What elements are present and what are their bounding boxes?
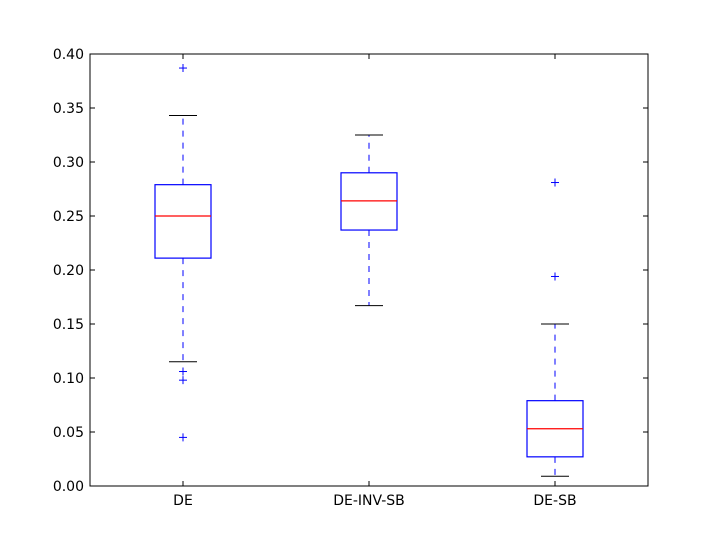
x-tick-label: DE (173, 493, 193, 509)
x-tick-label: DE-SB (533, 493, 576, 509)
x-tick-label: DE-INV-SB (333, 493, 405, 509)
box-group-de-inv-sb (340, 134, 398, 307)
iqr-box (154, 184, 212, 259)
box-group-de (154, 64, 212, 442)
outlier-marker (179, 64, 187, 73)
y-tick-label: 0.00 (53, 479, 84, 495)
outlier-marker (551, 178, 559, 187)
box-group-de-sb (526, 178, 584, 477)
outlier-marker (179, 433, 187, 442)
outlier-marker (179, 367, 187, 376)
outlier-marker (179, 376, 187, 385)
y-axis: 0.00 0.05 0.10 0.15 0.20 0.25 0.30 0.35 0.40 (53, 47, 648, 495)
y-tick-label: 0.25 (53, 209, 84, 225)
y-tick-label: 0.10 (53, 371, 84, 387)
x-axis: DE DE-INV-SB DE-SB (173, 54, 577, 509)
y-tick-label: 0.05 (53, 425, 84, 441)
y-tick-label: 0.30 (53, 155, 84, 171)
y-tick-label: 0.35 (53, 101, 84, 117)
y-tick-label: 0.20 (53, 263, 84, 279)
outlier-marker (551, 272, 559, 281)
y-tick-label: 0.15 (53, 317, 84, 333)
y-tick-label: 0.40 (53, 47, 84, 63)
chart-marks (154, 64, 584, 477)
